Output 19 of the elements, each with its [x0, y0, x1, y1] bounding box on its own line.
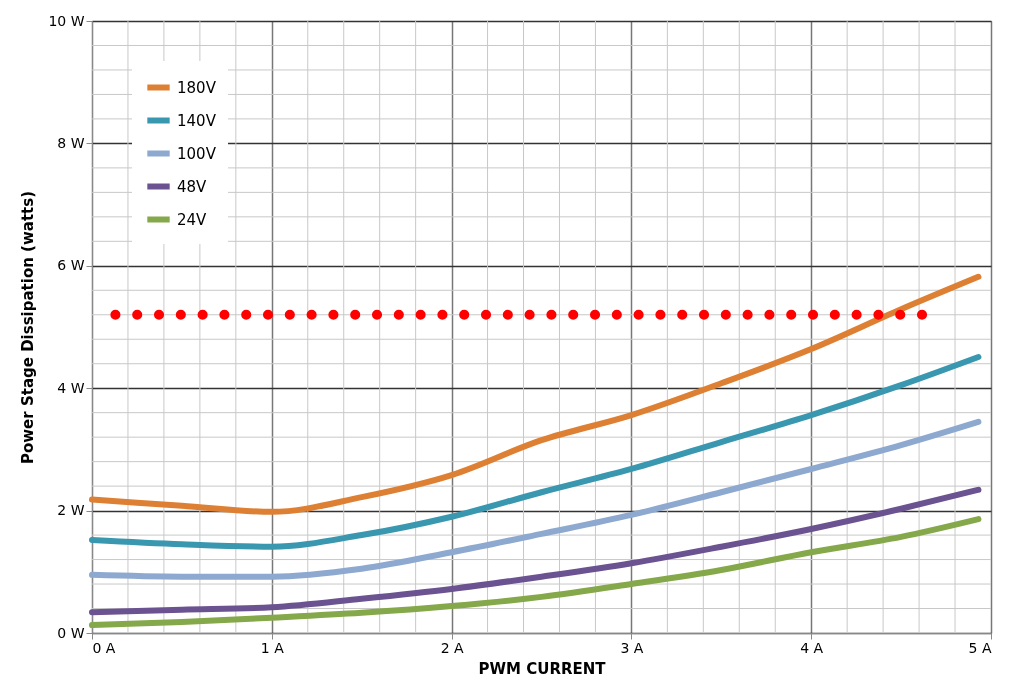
legend-label: 48V — [177, 177, 208, 196]
x-tick-label: 1 A — [260, 639, 285, 656]
x-tick-label: 5 A — [968, 639, 992, 656]
x-axis-title: PWM CURRENT — [478, 659, 607, 678]
x-tick-label: 2 A — [440, 639, 464, 656]
y-tick-label: 10 W — [48, 12, 85, 29]
legend-label: 24V — [177, 210, 208, 229]
legend-label: 100V — [177, 144, 217, 163]
y-tick-label: 6 W — [57, 257, 85, 274]
y-tick-label: 2 W — [57, 502, 85, 519]
x-tick-label: 0 A — [92, 639, 116, 656]
legend-label: 140V — [177, 111, 217, 130]
y-tick-label: 8 W — [57, 134, 85, 151]
y-tick-label: 0 W — [57, 624, 85, 641]
y-axis-title: Power Stage Dissipation (watts) — [19, 190, 38, 465]
x-tick-label: 4 A — [800, 639, 824, 656]
y-tick-label: 4 W — [57, 379, 85, 396]
x-tick-label: 3 A — [620, 639, 644, 656]
legend-label: 180V — [177, 78, 217, 97]
